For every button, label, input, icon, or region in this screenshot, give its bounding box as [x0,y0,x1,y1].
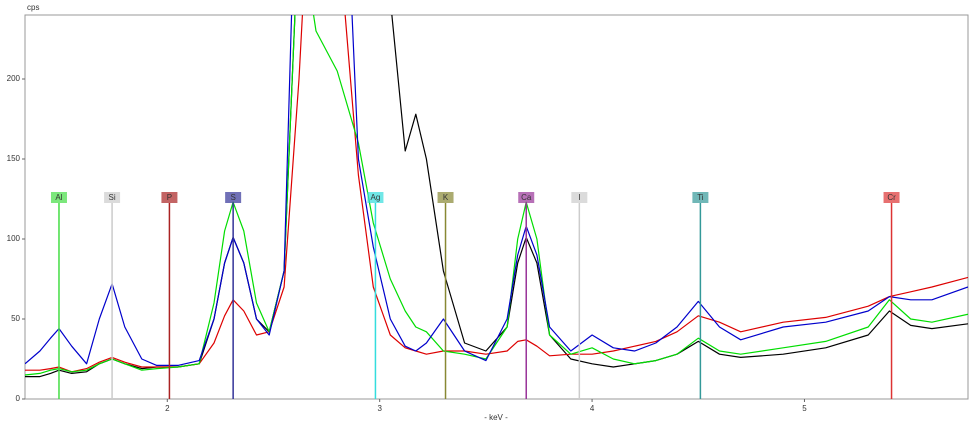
element-label-box [367,192,384,203]
element-label: I [578,193,580,202]
x-tick-label: 4 [590,404,595,413]
element-label-box [50,192,67,203]
element-label-box [225,192,242,203]
element-label-box [571,192,588,203]
element-label-box [161,192,178,203]
element-label: Ca [521,193,532,202]
element-label: S [230,193,235,202]
element-label: P [167,193,172,202]
element-label: Ag [371,193,381,202]
x-tick-label: 2 [165,404,170,413]
element-label: Si [109,193,116,202]
plot-area [24,14,969,400]
element-label-box [883,192,900,203]
y-tick-label: 100 [7,234,21,243]
x-axis-label: - keV - [484,413,508,422]
element-label-box [518,192,535,203]
element-label-box [692,192,709,203]
x-tick-label: 5 [802,404,807,413]
element-label: K [443,193,449,202]
element-label: Al [55,193,62,202]
element-label: Ti [697,193,704,202]
x-tick-label: 3 [377,404,382,413]
spectrum-line [25,15,968,378]
y-axis-label: cps [27,3,39,12]
y-tick-label: 200 [7,74,21,83]
y-tick-label: 50 [11,314,20,323]
element-label-box [104,192,121,203]
plot-content [25,15,968,378]
spectrum-line [25,15,968,366]
y-tick-label: 150 [7,154,21,163]
spectrum-line [25,15,968,373]
element-label: Cr [887,193,896,202]
element-label-box [437,192,454,203]
y-tick-label: 0 [16,394,21,403]
spectrum-line [25,15,968,376]
